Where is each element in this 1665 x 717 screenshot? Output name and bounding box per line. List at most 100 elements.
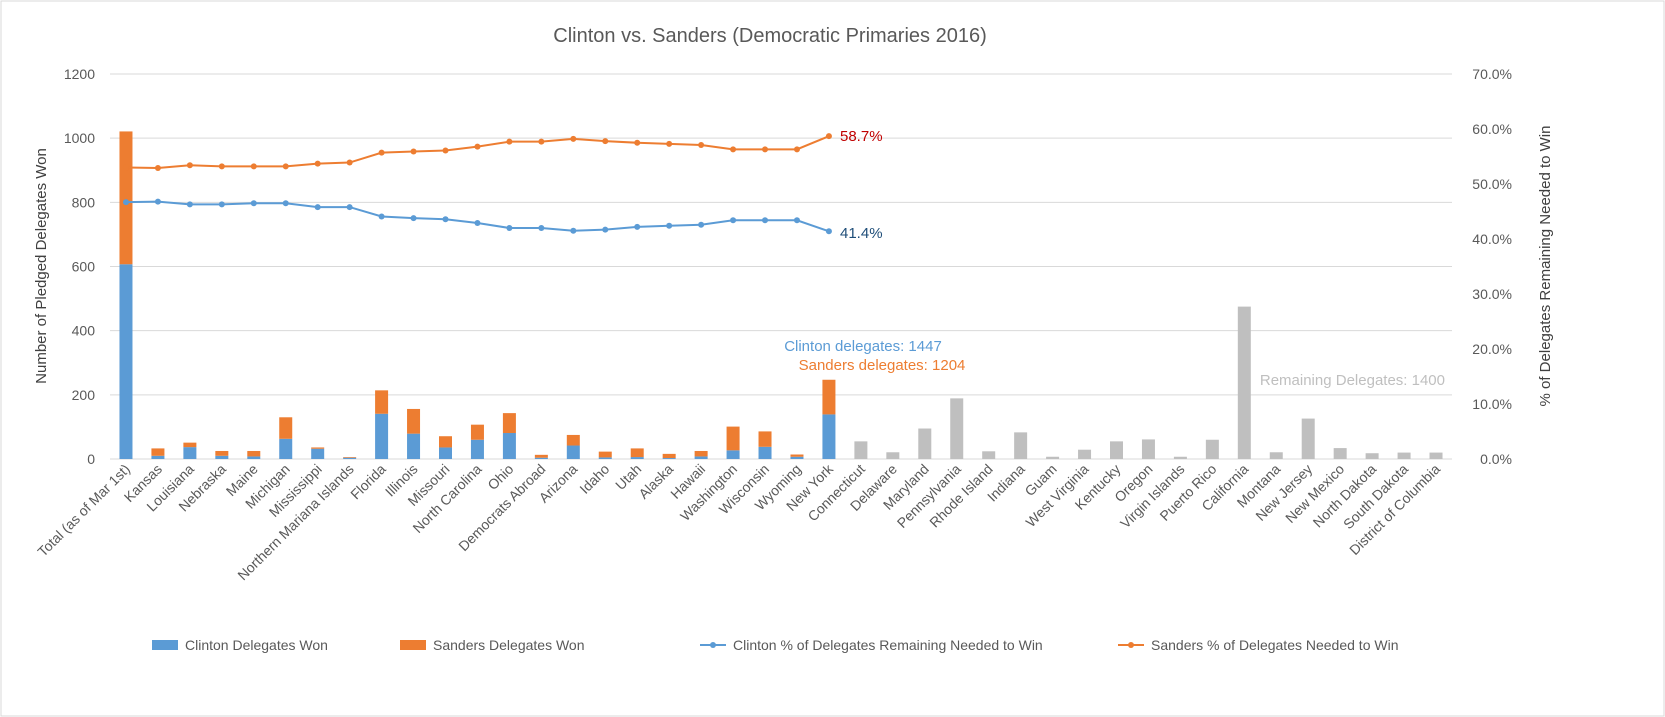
point-clinton-of-delegates-remaining-needed-to-win [762,217,769,224]
y-tick-label: 1200 [64,66,95,82]
y2-tick-label: 50.0% [1472,176,1512,192]
point-sanders-of-delegates-needed-to-win [570,135,577,142]
point-clinton-of-delegates-remaining-needed-to-win [442,216,449,223]
legend-label: Clinton Delegates Won [185,637,328,653]
bar-remaining-delegates [1429,452,1443,459]
point-sanders-of-delegates-needed-to-win [218,163,225,170]
bar-clinton-delegates-won [375,413,389,459]
point-clinton-of-delegates-remaining-needed-to-win [282,200,289,207]
bar-remaining-delegates [886,452,900,459]
bar-clinton-delegates-won [662,458,676,459]
y2-axis-title: % of Delegates Remaining Needed to Win [1537,126,1554,407]
legend-item: Sanders Delegates Won [400,637,585,653]
point-clinton-of-delegates-remaining-needed-to-win [538,225,545,231]
point-sanders-of-delegates-needed-to-win [154,165,161,172]
bar-clinton-delegates-won [183,447,197,459]
clinton-last-label: 41.4% [840,225,883,242]
bar-clinton-delegates-won [151,455,165,459]
bar-sanders-delegates-won [407,408,421,434]
bar-sanders-delegates-won [151,448,165,456]
bar-remaining-delegates [1269,452,1283,459]
bar-clinton-delegates-won [439,447,452,459]
y2-tick-label: 0.0% [1480,451,1512,467]
bar-sanders-delegates-won [502,413,516,434]
point-clinton-of-delegates-remaining-needed-to-win [474,220,481,227]
point-sanders-of-delegates-needed-to-win [538,138,545,145]
sanders-last-label: 58.7% [840,128,883,145]
bar-clinton-delegates-won [534,457,548,459]
bar-clinton-delegates-won [630,457,644,459]
point-clinton-of-delegates-remaining-needed-to-win [218,201,225,208]
bar-sanders-delegates-won [726,426,740,451]
bar-clinton-delegates-won [119,264,133,459]
y-tick-label: 0 [87,451,95,467]
legend-item: Clinton Delegates Won [152,637,328,653]
point-sanders-of-delegates-needed-to-win [314,160,321,167]
bar-remaining-delegates [1301,418,1315,459]
bar-clinton-delegates-won [694,456,708,459]
bar-remaining-delegates [1397,452,1411,459]
point-clinton-of-delegates-remaining-needed-to-win [154,198,161,205]
point-clinton-of-delegates-remaining-needed-to-win [570,227,577,234]
legend-marker [710,642,716,648]
y2-tick-label: 30.0% [1472,286,1512,302]
bar-remaining-delegates [982,451,996,459]
y-tick-label: 200 [72,387,96,403]
y-axis-title: Number of Pledged Delegates Won [33,148,50,384]
bar-clinton-delegates-won [279,438,293,459]
point-sanders-of-delegates-needed-to-win [634,139,641,146]
point-sanders-of-delegates-needed-to-win [762,146,769,153]
point-clinton-of-delegates-remaining-needed-to-win [410,215,417,222]
point-sanders-of-delegates-needed-to-win [122,164,129,171]
point-clinton-of-delegates-remaining-needed-to-win [346,204,353,211]
point-clinton-of-delegates-remaining-needed-to-win [378,213,385,220]
bar-sanders-delegates-won [119,131,133,265]
bar-sanders-delegates-won [311,447,325,449]
y2-tick-label: 40.0% [1472,231,1512,247]
remaining-total-label: Remaining Delegates: 1400 [1260,372,1445,389]
bar-clinton-delegates-won [311,448,325,459]
bar-clinton-delegates-won [502,433,516,459]
legend-label: Sanders % of Delegates Needed to Win [1151,637,1398,653]
bar-clinton-delegates-won [470,439,484,459]
bar-remaining-delegates [1014,432,1028,459]
chart-title: Clinton vs. Sanders (Democratic Primarie… [553,25,987,47]
legend-marker [1128,642,1134,648]
point-clinton-of-delegates-remaining-needed-to-win [122,199,129,206]
point-sanders-of-delegates-needed-to-win [410,148,417,155]
y-tick-label: 1000 [64,130,95,146]
point-sanders-of-delegates-needed-to-win [250,163,257,170]
point-clinton-of-delegates-remaining-needed-to-win [730,217,737,224]
bar-remaining-delegates [854,441,868,459]
bar-clinton-delegates-won [598,457,612,459]
point-sanders-of-delegates-needed-to-win [346,159,353,166]
bar-remaining-delegates [918,428,932,459]
bar-clinton-delegates-won [343,457,357,459]
bar-sanders-delegates-won [598,451,612,458]
bar-clinton-delegates-won [758,446,772,459]
bar-clinton-delegates-won [215,455,229,459]
bar-clinton-delegates-won [407,433,421,459]
point-sanders-of-delegates-needed-to-win [186,162,193,169]
bar-sanders-delegates-won [694,450,708,457]
bar-sanders-delegates-won [439,436,452,448]
point-sanders-of-delegates-needed-to-win [666,140,673,147]
point-sanders-of-delegates-needed-to-win [602,138,609,145]
point-clinton-of-delegates-remaining-needed-to-win [793,217,800,224]
point-clinton-of-delegates-remaining-needed-to-win [602,226,609,233]
point-sanders-of-delegates-needed-to-win [730,146,737,153]
bar-remaining-delegates [950,398,964,459]
y-tick-label: 600 [72,259,96,275]
point-sanders-of-delegates-needed-to-win [793,146,800,153]
legend-item: Sanders % of Delegates Needed to Win [1118,637,1398,653]
point-sanders-of-delegates-needed-to-win [282,163,289,170]
bar-sanders-delegates-won [630,448,644,458]
point-sanders-of-delegates-needed-to-win [442,147,449,154]
point-sanders-of-delegates-needed-to-win [474,143,481,150]
point-sanders-of-delegates-needed-to-win [378,149,385,156]
legend-swatch [400,640,426,650]
point-clinton-of-delegates-remaining-needed-to-win [314,204,321,211]
bar-remaining-delegates [1205,439,1219,459]
